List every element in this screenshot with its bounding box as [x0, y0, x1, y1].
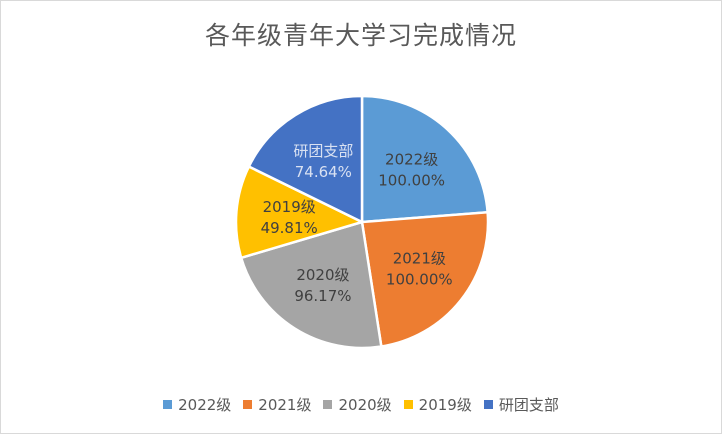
slice-category-label: 研团支部: [293, 142, 353, 160]
pie-slice: [239, 220, 383, 350]
slice-value-label: 49.81%: [261, 219, 318, 237]
legend-label: 2022级: [178, 396, 232, 414]
legend-label: 研团支部: [498, 396, 559, 414]
legend-swatch: [323, 400, 333, 409]
legend-label: 2019级: [418, 396, 472, 414]
slice-value-label: 74.64%: [295, 163, 352, 181]
slice-value-label: 100.00%: [378, 171, 445, 189]
slice-category-label: 2019级: [263, 198, 316, 216]
slice-category-label: 2020级: [296, 266, 349, 284]
legend-item: 2021级: [243, 394, 311, 415]
slice-category-label: 2021级: [393, 249, 446, 267]
legend-swatch: [163, 400, 173, 409]
legend-item: 研团支部: [483, 394, 559, 415]
legend-item: 2019级: [403, 394, 472, 415]
legend-item: 2022级: [163, 394, 231, 415]
pie-slice: [360, 94, 489, 224]
pie-slice: [234, 164, 366, 260]
slice-category-label: 2022级: [385, 150, 438, 168]
chart-title: 各年级青年大学习完成情况: [204, 21, 517, 50]
chart-legend: 2022级 2021级 2020级 2019级 研团支部: [1, 394, 721, 415]
slice-value-label: 100.00%: [386, 270, 453, 288]
legend-swatch: [483, 400, 493, 409]
legend-swatch: [403, 400, 413, 409]
pie-slice: [247, 94, 364, 225]
legend-item: 2020级: [323, 394, 392, 415]
slice-value-label: 96.17%: [294, 287, 351, 305]
legend-swatch: [243, 400, 253, 409]
pie-slice: [360, 210, 490, 348]
legend-label: 2020级: [338, 396, 392, 414]
legend-label: 2021级: [258, 396, 312, 414]
